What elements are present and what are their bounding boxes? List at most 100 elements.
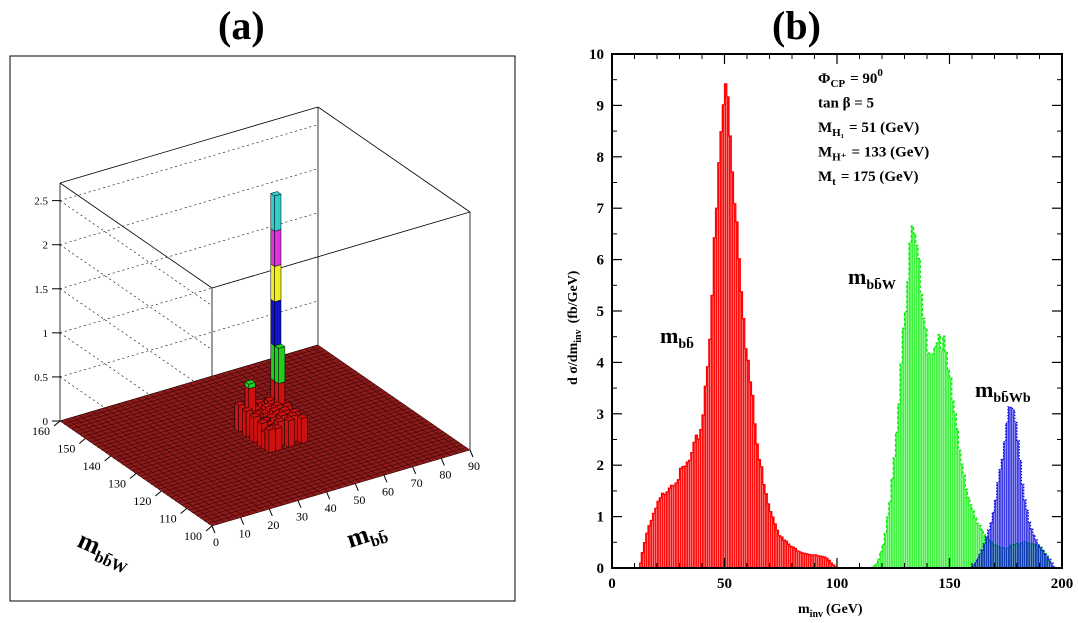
- bar-bb̄: [717, 162, 720, 569]
- bar-bb̄: [785, 541, 788, 568]
- bar-bb̄: [693, 442, 695, 568]
- annotation-rest: = 90: [850, 71, 877, 87]
- x-tick-label: 50: [717, 576, 732, 592]
- z-tick-label: 1.5: [34, 284, 48, 296]
- bar-bb̄: [812, 554, 815, 568]
- bar-bb̄W: [879, 551, 882, 568]
- annotation-main: Φ: [818, 71, 830, 87]
- y-tick: [354, 483, 359, 491]
- y-tick-label: 50: [353, 493, 365, 507]
- x-tick-label: 0: [608, 576, 616, 592]
- bar-bb̄: [684, 466, 686, 568]
- bar-bb̄: [672, 485, 675, 568]
- y-tick-label: 60: [382, 484, 394, 498]
- annotation-sup: 0: [877, 67, 883, 79]
- tower-top: [234, 401, 246, 407]
- floor-grid-line: [298, 350, 451, 456]
- y-tick: [211, 525, 216, 534]
- bar-bb̄Wb: [983, 543, 986, 568]
- floor-grid-line: [82, 360, 341, 437]
- tower-top: [281, 402, 294, 408]
- floor-grid-line: [90, 365, 349, 443]
- tower-top: [263, 396, 276, 402]
- bar-bb̄: [798, 551, 801, 568]
- tower-face: [249, 414, 255, 444]
- y-tick-label: 2: [597, 458, 605, 474]
- bar-bb̄: [778, 535, 781, 568]
- floor-grid-line: [272, 358, 425, 464]
- annotation-main: M: [818, 120, 832, 136]
- x-tick-label: 120: [133, 494, 151, 508]
- annotation-sub: t: [832, 176, 836, 188]
- y-tick-label: 6: [597, 253, 605, 269]
- bar-bb̄Wb: [1032, 534, 1035, 568]
- bar-bb̄Wb: [1001, 459, 1004, 568]
- bar-bb̄Wb: [999, 469, 1001, 568]
- tower-top: [270, 191, 282, 197]
- bar-bb̄: [650, 520, 653, 568]
- bar-bb̄: [774, 524, 776, 568]
- bar-bb̄Wb: [1008, 406, 1010, 568]
- bar-bb̄: [807, 554, 810, 568]
- bar-bb̄: [659, 497, 662, 568]
- series-label-bbwb: mbb̄Wb: [975, 377, 1031, 406]
- bar-bb̄: [780, 537, 783, 568]
- tower-face: [274, 264, 282, 303]
- tower-face: [284, 418, 289, 448]
- floor-grid-line: [78, 357, 338, 435]
- tower-top: [273, 417, 286, 423]
- bar-bb̄W: [882, 544, 884, 568]
- box-edge: [211, 211, 471, 289]
- bar-bb̄: [767, 503, 770, 568]
- bar-bb̄: [699, 429, 702, 568]
- floor-grid-line: [266, 359, 419, 466]
- y-tick-label: 40: [325, 501, 337, 515]
- floor-grid-line: [97, 371, 357, 448]
- bar-bb̄Wb: [1014, 422, 1017, 568]
- y-tick-label: 10: [239, 527, 251, 541]
- tower-face: [270, 298, 275, 347]
- y-tick: [440, 458, 445, 466]
- bar-bb̄: [769, 511, 772, 568]
- tower-face: [234, 402, 239, 433]
- y-tick-label: 3: [597, 407, 605, 423]
- floor-grid-line: [285, 354, 438, 460]
- bar-bb̄: [760, 466, 763, 568]
- bar-bb̄: [832, 565, 835, 568]
- bar-bb̄: [762, 484, 765, 568]
- y-tick-label: 10: [589, 47, 604, 63]
- bar-bb̄: [756, 443, 758, 568]
- bar-bb̄Wb: [990, 522, 992, 568]
- bar-bb̄W: [909, 242, 911, 568]
- tower-face: [261, 429, 266, 451]
- bar-bb̄W: [886, 517, 889, 568]
- bar-bb̄Wb: [1010, 407, 1013, 568]
- bar-bb̄Wb: [1039, 547, 1042, 568]
- bar-bb̄: [738, 258, 740, 568]
- tower-face: [270, 192, 275, 232]
- bar-bb̄W: [888, 501, 891, 568]
- bar-bb̄: [828, 560, 830, 568]
- floor-grid-line: [86, 363, 345, 440]
- outline-bb̄: [639, 83, 837, 568]
- bar-bb̄: [720, 131, 722, 569]
- bar-bb̄Wb: [974, 562, 977, 568]
- floor-grid-line: [234, 369, 387, 475]
- bar-bb̄Wb: [985, 536, 988, 568]
- z-tick-label: 2: [43, 240, 49, 252]
- tower-top: [289, 407, 301, 413]
- annotation-line: Mt = 175 (GeV): [818, 169, 919, 188]
- bar-bb̄: [805, 553, 808, 568]
- floor-grid-line: [279, 356, 432, 462]
- bar-bb̄Wb: [1019, 460, 1022, 568]
- x-tick-label: 150: [938, 576, 961, 592]
- z-tick-label: 1: [43, 328, 49, 340]
- z-tick-label: 0: [43, 416, 49, 428]
- bar-bb̄: [648, 525, 650, 568]
- series-bb̄-bars: [639, 83, 837, 569]
- bar-bb̄W: [949, 377, 952, 568]
- bar-bb̄: [706, 366, 709, 568]
- bar-bb̄Wb: [1017, 440, 1019, 568]
- tower-top: [278, 406, 291, 412]
